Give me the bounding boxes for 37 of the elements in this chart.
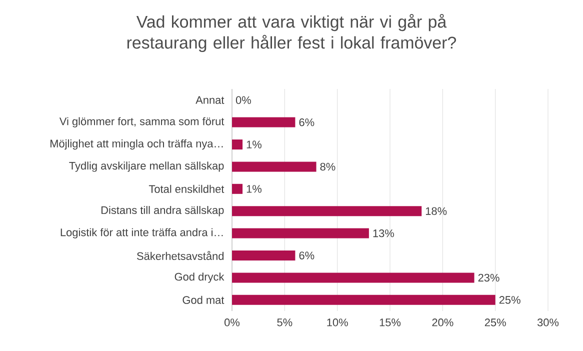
chart-title: Vad kommer att vara viktigt när vi går på restaurang eller håller fest i lokal framöver? [127, 14, 456, 52]
bar [232, 250, 296, 260]
data-label: 6% [299, 118, 314, 126]
x-tick-label: 25% [484, 318, 506, 326]
y-tick-label: Vi glömmer fort, samma som förut [59, 117, 224, 128]
data-label: 0% [236, 96, 251, 104]
y-tick-label: Tydlig avskiljare mellan sällskap [69, 162, 224, 172]
bar [232, 206, 422, 216]
bar [232, 117, 296, 128]
data-label: 13% [373, 229, 394, 238]
x-tick-label: 15% [380, 318, 401, 326]
y-tick-label: God mat [182, 296, 224, 304]
y-tick-label: Logistik för att inte träffa andra i… [60, 228, 223, 238]
bar [232, 139, 243, 150]
y-tick-label: Total enskildhet [148, 184, 224, 193]
x-tick-label: 20% [432, 318, 454, 326]
x-tick-label: 10% [327, 318, 348, 326]
data-label: 25% [499, 296, 520, 304]
data-label: 8% [320, 162, 336, 171]
x-tick-label: 5% [277, 318, 292, 326]
y-tick-label: Möjlighet att mingla och träffa nya… [50, 139, 223, 150]
y-tick-label: Distans till andra sällskap [101, 206, 224, 216]
y-tick-label: Annat [196, 96, 224, 104]
bar [232, 228, 369, 238]
bar [232, 184, 243, 194]
data-label: 18% [426, 207, 447, 215]
bar [232, 294, 496, 305]
y-tick-label: God dryck [174, 272, 224, 283]
bar [232, 272, 474, 283]
data-label: 1% [246, 140, 262, 148]
data-label: 6% [299, 252, 314, 260]
data-label: 1% [246, 185, 262, 193]
data-label: 23% [478, 274, 500, 282]
y-tick-label: Säkerhetsavstånd [137, 251, 224, 260]
x-tick-label: 0% [224, 318, 240, 326]
x-tick-label: 30% [537, 318, 559, 326]
bar [232, 162, 316, 172]
